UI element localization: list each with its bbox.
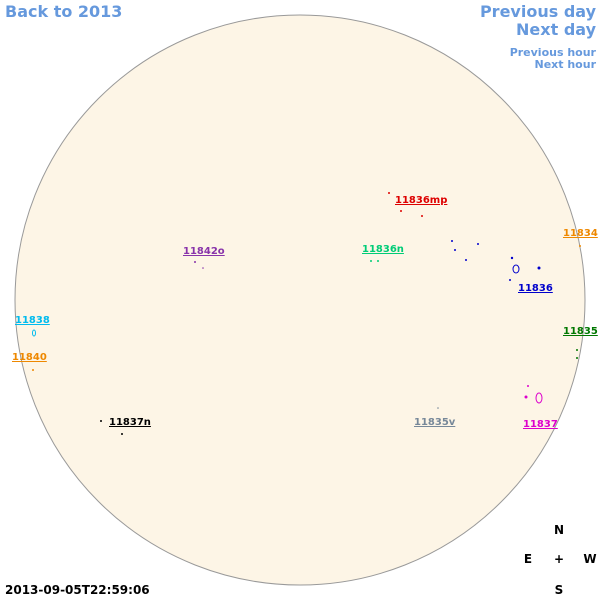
- region-label: 11835v: [414, 417, 456, 428]
- region-label: 11840: [12, 352, 47, 363]
- previous-hour-link[interactable]: Previous hour: [510, 46, 597, 59]
- compass-west: W: [583, 552, 596, 566]
- compass-center: +: [554, 552, 564, 566]
- region-label: 11836: [518, 283, 553, 294]
- timestamp: 2013-09-05T22:59:06: [5, 583, 150, 597]
- spots: [32, 192, 581, 435]
- region-label: 11837: [523, 419, 558, 430]
- region-label: 11838: [15, 315, 50, 326]
- region-label: 11836n: [362, 244, 404, 255]
- region-label: 11837n: [109, 417, 151, 428]
- next-day-link[interactable]: Next day: [516, 20, 597, 39]
- back-link[interactable]: Back to 2013: [5, 2, 122, 21]
- compass-north: N: [554, 523, 564, 537]
- region-label: 11834: [563, 228, 598, 239]
- region-label: 11836mp: [395, 195, 447, 206]
- compass-east: E: [524, 552, 532, 566]
- region-label: 11842o: [183, 246, 225, 257]
- region-labels: 11836mp 11842o 11836n 11834 11836 11838 …: [12, 195, 598, 430]
- solar-disk: [14, 14, 586, 586]
- next-hour-link[interactable]: Next hour: [535, 58, 597, 71]
- compass-south: S: [555, 583, 564, 597]
- previous-day-link[interactable]: Previous day: [480, 2, 597, 21]
- region-label: 11835: [563, 326, 598, 337]
